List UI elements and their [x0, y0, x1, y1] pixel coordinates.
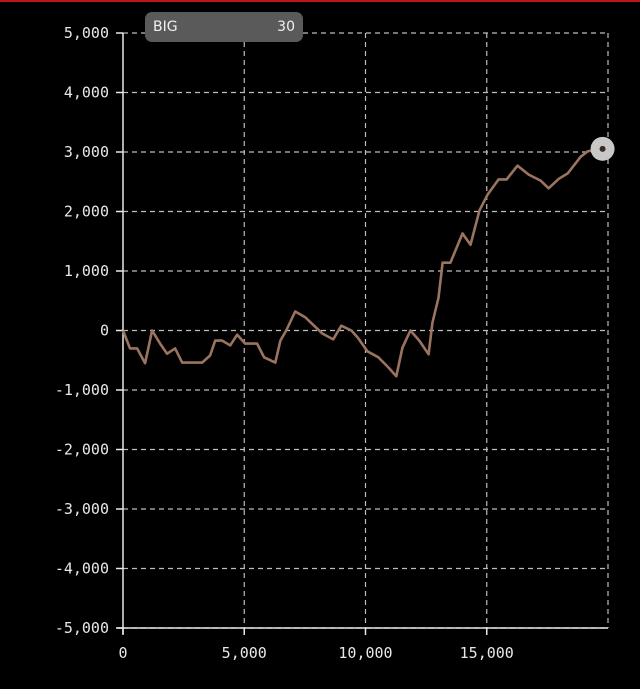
y-tick-label: -1,000: [55, 381, 109, 399]
legend-badge: BIG 30: [145, 12, 303, 42]
series-line: [121, 146, 606, 378]
badge-value: 30: [277, 19, 295, 35]
y-tick-label: -3,000: [55, 500, 109, 518]
badge-label: BIG: [153, 19, 178, 35]
y-tick-label: 0: [100, 322, 109, 340]
x-tick-label: 15,000: [460, 644, 514, 662]
x-tick-label: 5,000: [222, 644, 267, 662]
top-accent-bar: [0, 0, 640, 2]
y-tick-label: -2,000: [55, 441, 109, 459]
x-tick-label: 10,000: [338, 644, 392, 662]
y-tick-label: 4,000: [64, 84, 109, 102]
x-tick-label: 0: [118, 644, 127, 662]
end-point-dot: [599, 145, 606, 152]
y-tick-label: 5,000: [64, 24, 109, 42]
y-tick-label: -5,000: [55, 619, 109, 637]
y-tick-label: 2,000: [64, 203, 109, 221]
y-tick-label: 3,000: [64, 143, 109, 161]
y-tick-label: -4,000: [55, 560, 109, 578]
y-tick-label: 1,000: [64, 262, 109, 280]
